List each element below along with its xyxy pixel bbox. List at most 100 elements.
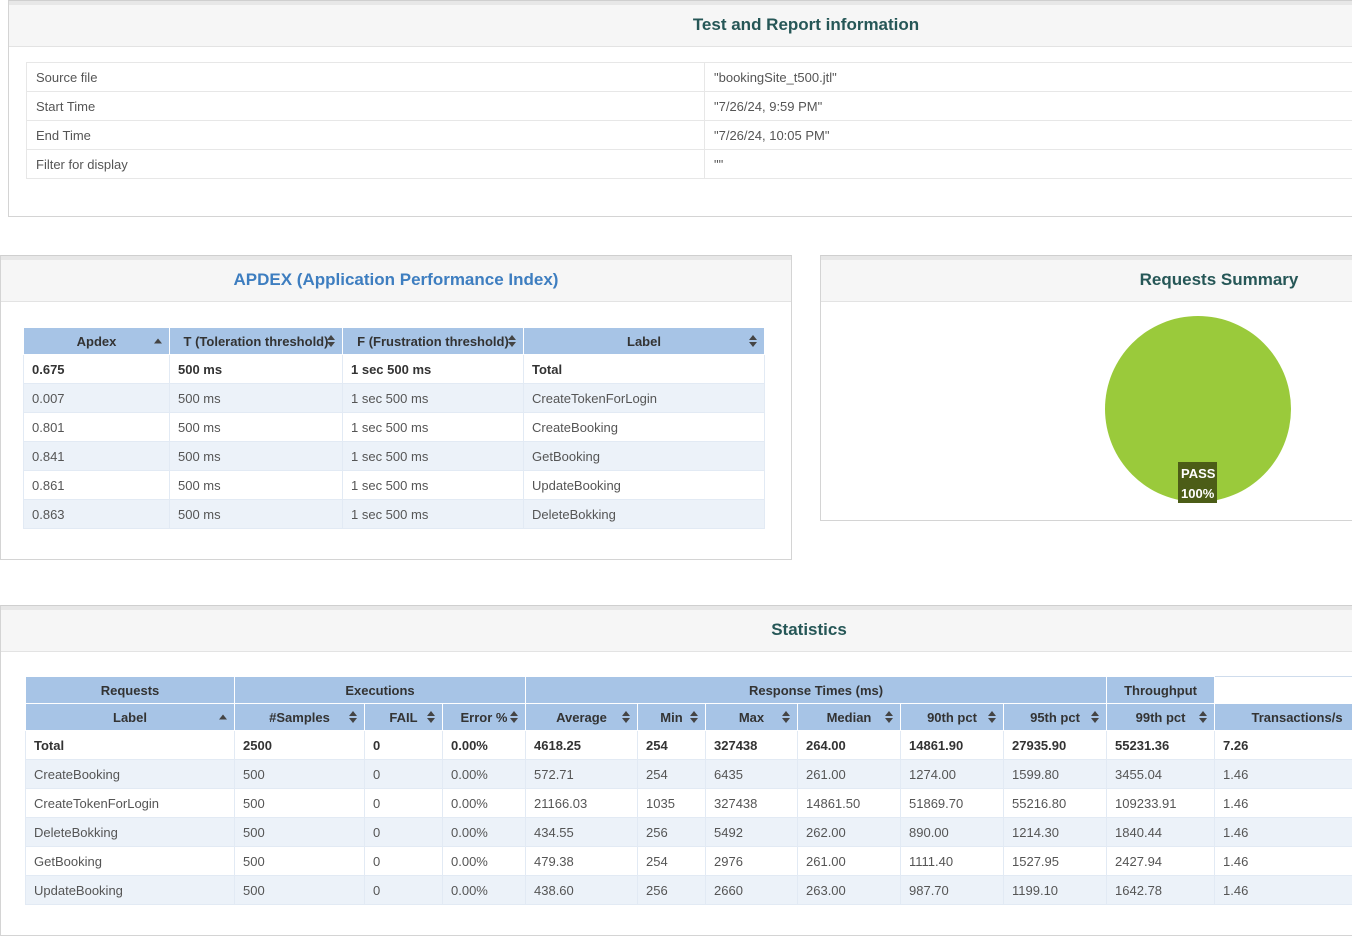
cell: 1 sec 500 ms (343, 413, 524, 442)
apdex-panel-title: APDEX (Application Performance Index) (1, 256, 791, 302)
cell: 0.00% (443, 818, 526, 847)
cell: 0.863 (24, 500, 170, 529)
apdex-col-label[interactable]: Label (524, 328, 765, 355)
stats-col-99pct[interactable]: 99th pct (1107, 704, 1215, 731)
sort-icon (885, 711, 893, 723)
cell: 500 ms (170, 355, 343, 384)
cell: 0.00% (443, 876, 526, 905)
sort-icon (427, 711, 435, 723)
sort-icon (508, 335, 516, 347)
cell: 434.55 (526, 818, 638, 847)
sort-icon (782, 711, 790, 723)
cell: 51869.70 (901, 789, 1004, 818)
pass-percentage-label: PASS 100% (1178, 462, 1217, 503)
stats-col-median[interactable]: Median (798, 704, 901, 731)
requests-summary-panel: Requests Summary PASS 100% (820, 255, 1352, 521)
cell: UpdateBooking (524, 471, 765, 500)
info-value: "7/26/24, 10:05 PM" (705, 121, 1352, 150)
cell: 2660 (706, 876, 798, 905)
info-label: Filter for display (27, 150, 705, 179)
cell: 254 (638, 760, 706, 789)
cell: 0.00% (443, 731, 526, 760)
apdex-col-frustration[interactable]: F (Frustration threshold) (343, 328, 524, 355)
cell: 1111.40 (901, 847, 1004, 876)
cell: 1035 (638, 789, 706, 818)
sort-icon (690, 711, 698, 723)
statistics-body: Requests Executions Response Times (ms) … (1, 652, 1352, 935)
info-panel: Test and Report information Source file … (8, 0, 1352, 217)
cell: 500 ms (170, 413, 343, 442)
stats-col-95pct[interactable]: 95th pct (1004, 704, 1107, 731)
cell: 261.00 (798, 847, 901, 876)
cell: 0.841 (24, 442, 170, 471)
apdex-panel-body: Apdex T (Toleration threshold) F (Frustr… (1, 302, 791, 559)
pass-label-text: PASS (1181, 464, 1214, 484)
sort-asc-icon (219, 715, 227, 720)
cell: 21166.03 (526, 789, 638, 818)
apdex-col-toleration[interactable]: T (Toleration threshold) (170, 328, 343, 355)
cell: Total (524, 355, 765, 384)
info-row: End Time "7/26/24, 10:05 PM" (27, 121, 1352, 150)
cell: 572.71 (526, 760, 638, 789)
cell: 1199.10 (1004, 876, 1107, 905)
stats-row: CreateTokenForLogin 500 0 0.00% 21166.03… (26, 789, 1352, 818)
stats-col-max[interactable]: Max (706, 704, 798, 731)
cell: 256 (638, 876, 706, 905)
cell: 500 (235, 760, 365, 789)
stats-header-row: Label #Samples FAIL Error % Average Min … (26, 704, 1352, 731)
stats-col-label[interactable]: Label (26, 704, 235, 731)
cell: 327438 (706, 731, 798, 760)
info-label: End Time (27, 121, 705, 150)
cell: 500 (235, 818, 365, 847)
cell: 1527.95 (1004, 847, 1107, 876)
stats-col-error[interactable]: Error % (443, 704, 526, 731)
group-response-times: Response Times (ms) (526, 677, 1107, 704)
cell: 1214.30 (1004, 818, 1107, 847)
info-value: "" (705, 150, 1352, 179)
cell: 0 (365, 847, 443, 876)
cell: 109233.91 (1107, 789, 1215, 818)
cell: GetBooking (26, 847, 235, 876)
stats-col-90pct[interactable]: 90th pct (901, 704, 1004, 731)
cell: CreateTokenForLogin (524, 384, 765, 413)
cell: 0.00% (443, 760, 526, 789)
info-value: "7/26/24, 9:59 PM" (705, 92, 1352, 121)
cell: 0 (365, 731, 443, 760)
cell: 264.00 (798, 731, 901, 760)
cell: GetBooking (524, 442, 765, 471)
stats-col-min[interactable]: Min (638, 704, 706, 731)
cell: 2427.94 (1107, 847, 1215, 876)
cell: 500 (235, 789, 365, 818)
group-requests: Requests (26, 677, 235, 704)
apdex-row: 0.863 500 ms 1 sec 500 ms DeleteBokking (24, 500, 765, 529)
sort-icon (510, 711, 518, 723)
sort-icon (1199, 711, 1207, 723)
stats-col-samples[interactable]: #Samples (235, 704, 365, 731)
cell: 1 sec 500 ms (343, 442, 524, 471)
cell: 254 (638, 847, 706, 876)
cell: 1.46 (1215, 818, 1352, 847)
cell: 500 ms (170, 384, 343, 413)
info-value: "bookingSite_t500.jtl" (705, 63, 1352, 92)
cell: 254 (638, 731, 706, 760)
cell: 438.60 (526, 876, 638, 905)
cell: 0.00% (443, 847, 526, 876)
cell: 500 ms (170, 442, 343, 471)
stats-col-fail[interactable]: FAIL (365, 704, 443, 731)
sort-asc-icon (154, 339, 162, 344)
cell: 1 sec 500 ms (343, 500, 524, 529)
sort-icon (349, 711, 357, 723)
requests-summary-body: PASS 100% (821, 302, 1352, 520)
info-panel-body: Source file "bookingSite_t500.jtl" Start… (9, 47, 1352, 216)
apdex-row: 0.841 500 ms 1 sec 500 ms GetBooking (24, 442, 765, 471)
cell: 0.007 (24, 384, 170, 413)
cell: 262.00 (798, 818, 901, 847)
stats-col-transactions[interactable]: Transactions/s (1215, 704, 1352, 731)
apdex-col-apdex[interactable]: Apdex (24, 328, 170, 355)
group-executions: Executions (235, 677, 526, 704)
info-row: Start Time "7/26/24, 9:59 PM" (27, 92, 1352, 121)
cell: 263.00 (798, 876, 901, 905)
cell: DeleteBokking (524, 500, 765, 529)
stats-col-average[interactable]: Average (526, 704, 638, 731)
